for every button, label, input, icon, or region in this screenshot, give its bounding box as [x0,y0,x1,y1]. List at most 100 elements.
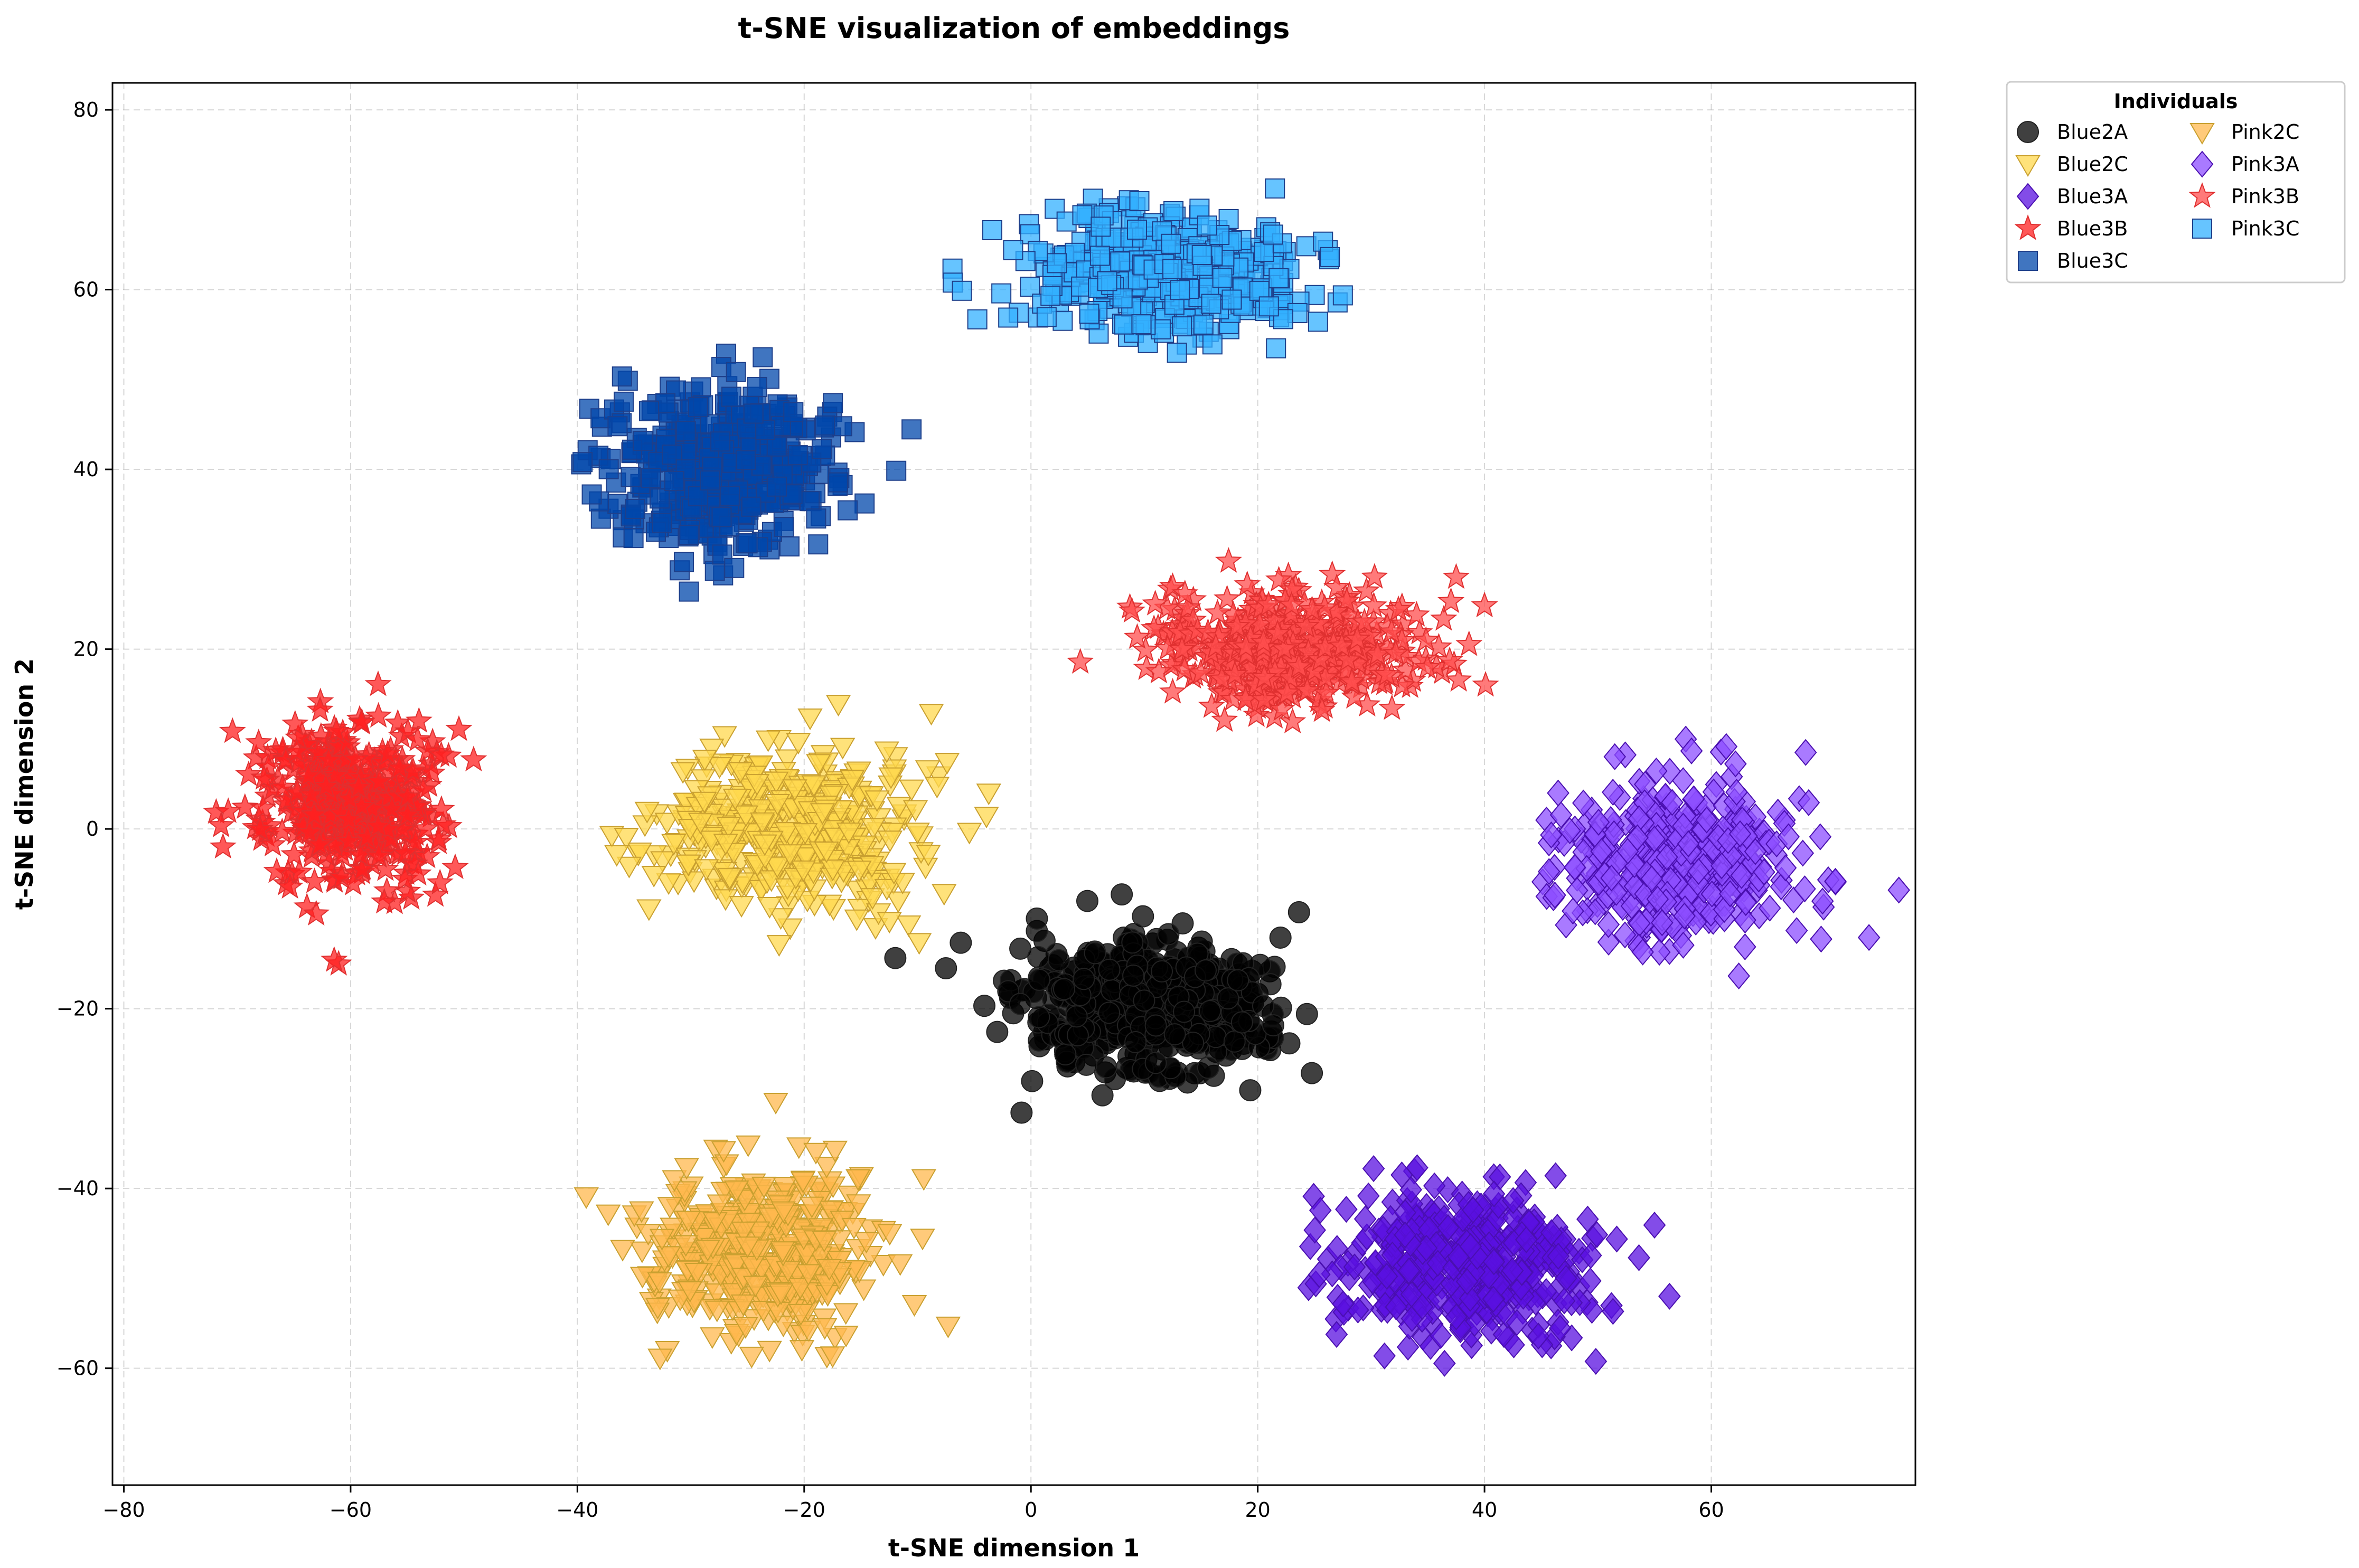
scatter-point-blue2c [792,823,818,845]
scatter-point-pink3c [1162,259,1182,279]
scatter-point-blue3c [572,452,593,473]
scatter-point-blue2a [1173,1000,1196,1023]
scatter-point-blue2a [1027,946,1050,968]
scatter-point-blue3c [811,439,832,459]
scatter-point-blue3a [1540,1219,1563,1246]
scatter-point-blue2c [641,865,666,887]
scatter-point-blue3a [1309,1196,1332,1224]
scatter-point-pink3c [1110,251,1131,272]
scatter-point-blue2c [707,757,732,779]
scatter-point-pink3c [1040,286,1061,306]
legend-marker-pink3c [2192,219,2212,239]
scatter-point-blue2c [806,754,831,776]
scatter-point-pink3c [1112,288,1133,309]
scatter-point-blue2a [1111,883,1133,906]
scatter-point-blue3a [1459,1233,1482,1260]
scatter-point-blue3a [1482,1286,1505,1313]
scatter-point-blue2a [1052,978,1075,1000]
scatter-point-pink3c [1201,294,1221,314]
scatter-point-blue2c [729,896,754,918]
scatter-point-blue3a [1527,1323,1550,1350]
scatter-point-blue2c [604,845,629,867]
scatter-point-blue2c [777,918,803,940]
scatter-point-blue3c [641,468,662,488]
scatter-point-blue2a [1197,1056,1219,1079]
scatter-point-pink3c [1003,240,1023,260]
scatter-point-blue2c [791,860,816,882]
scatter-point-pink3c [991,283,1012,304]
scatter-point-blue3b [405,707,433,733]
scatter-point-blue2a [1239,1079,1262,1102]
scatter-point-blue2c [860,818,886,840]
scatter-point-blue2c [764,771,789,794]
scatter-point-blue2c [717,868,743,890]
scatter-point-pink3c [1197,215,1217,236]
scatter-point-blue2c [916,844,941,866]
scatter-point-pink3c [1221,289,1242,310]
scatter-point-blue3a [1381,1241,1404,1269]
scatter-point-pink3c [1163,201,1184,221]
scatter-point-blue2a [1054,1043,1077,1066]
scatter-point-blue3c [652,513,672,533]
scatter-point-blue2c [656,873,681,895]
legend-label-pink3b: Pink3B [2231,185,2299,208]
scatter-point-pink3c [1167,342,1187,363]
scatter-point-blue2c [814,842,839,864]
scatter-point-blue3a [1585,1221,1609,1249]
series-blue3a [1297,1154,1681,1377]
scatter-point-blue2c [681,871,707,893]
scatter-point-blue3c [598,459,619,479]
scatter-point-blue2a [1151,960,1173,983]
scatter-point-pink3c [1212,268,1233,288]
scatter-point-blue3a [1553,1287,1576,1315]
scatter-point-blue2a [1182,1032,1205,1054]
scatter-point-pink3c [1089,245,1110,266]
scatter-point-blue3a [1576,1205,1599,1233]
scatter-point-blue2a [1091,1084,1114,1107]
scatter-point-pink3c [952,280,972,301]
scatter-point-blue3c [720,486,740,506]
scatter-point-blue3a [1535,1278,1558,1305]
scatter-point-blue3a [1482,1180,1506,1207]
scatter-point-blue3c [679,525,699,545]
y-tick-label: −20 [57,997,99,1021]
scatter-point-blue2c [906,933,932,955]
legend: Individuals Blue2A Blue2C Blue3A Blue3B Blue… [2006,81,2346,284]
scatter-point-blue3c [675,421,696,441]
scatter-point-blue3a [1396,1334,1420,1361]
scatter-point-blue2a [1098,1002,1121,1024]
scatter-point-blue2c [636,899,662,921]
scatter-point-blue3a [1303,1216,1326,1244]
scatter-point-blue3a [1373,1342,1396,1369]
scatter-point-blue3c [828,472,849,493]
scatter-point-blue2a [1227,969,1249,991]
scatter-point-blue2c [830,738,856,760]
scatter-point-blue2c [810,803,835,825]
scatter-point-blue3a [1506,1309,1528,1336]
scatter-point-blue2a [1101,979,1123,1002]
scatter-point-blue3c [621,467,641,487]
scatter-point-blue3c [614,391,634,412]
scatter-point-blue2a [1026,907,1048,930]
scatter-point-blue2c [713,834,738,856]
series-blue2a [884,883,1323,1124]
legend-label-pink3a: Pink3A [2231,153,2299,176]
scatter-point-blue2c [757,897,782,919]
data-points [202,178,1910,1377]
scatter-point-blue2c [915,760,941,782]
scatter-point-blue2c [878,767,904,789]
scatter-point-pink3c [1266,338,1286,358]
scatter-point-blue2a [1295,1003,1318,1025]
y-tick-label: 0 [86,817,99,840]
legend-item-pink3c: Pink3C [2192,217,2299,240]
scatter-point-blue2a [1084,942,1106,965]
scatter-point-blue3c [886,460,907,481]
scatter-point-blue2c [614,828,639,850]
scatter-point-blue3a [1445,1303,1468,1330]
scatter-point-blue2a [1252,995,1274,1017]
scatter-point-blue2c [976,783,1002,806]
y-axis-label: t-SNE dimension 2 [10,658,39,910]
scatter-point-blue3b [364,670,392,696]
scatter-point-blue3a [1429,1322,1452,1349]
scatter-point-blue3c [766,436,787,457]
